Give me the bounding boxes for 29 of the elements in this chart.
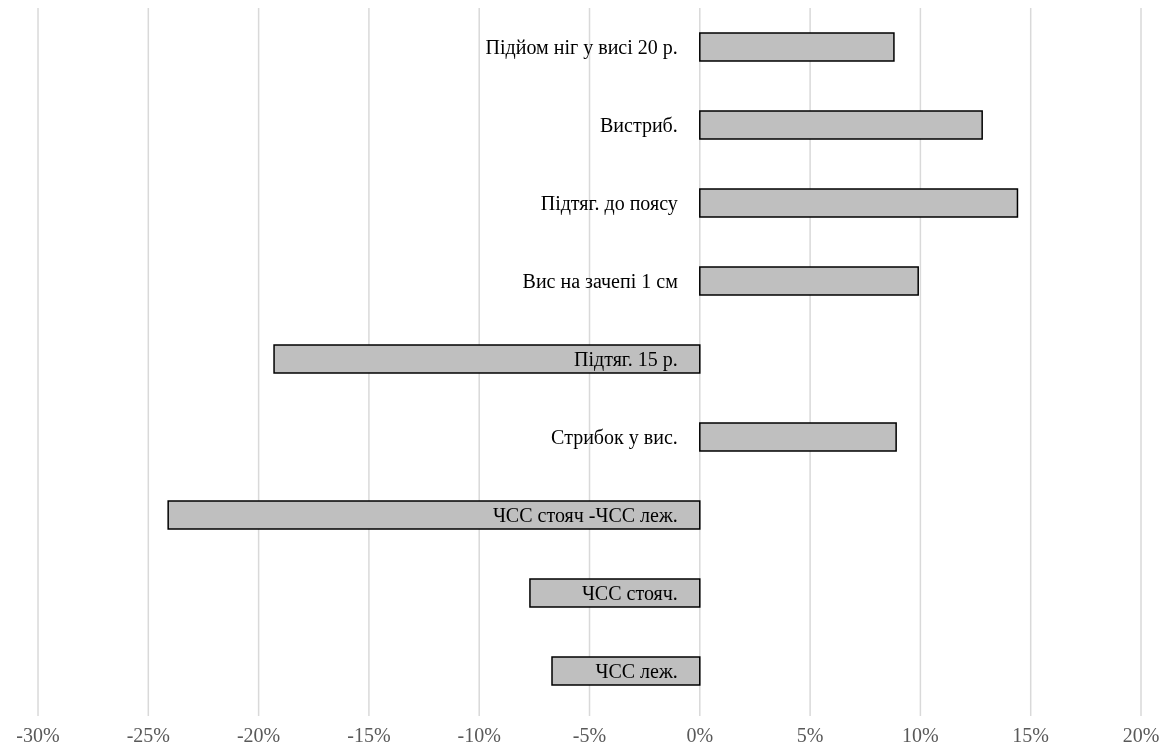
y-tick-label: ЧСС леж. xyxy=(595,660,678,682)
x-tick-label: -25% xyxy=(126,724,170,747)
x-tick-label: 10% xyxy=(902,724,939,747)
y-tick-label: Підтяг. до поясу xyxy=(540,192,678,215)
bar xyxy=(551,656,701,686)
y-tick-label: Підтяг. 15 р. xyxy=(573,348,678,371)
bar xyxy=(529,578,701,608)
bar xyxy=(699,422,897,452)
x-tick-label: -5% xyxy=(572,724,607,747)
y-tick-label: Вис на зачепі 1 см xyxy=(522,270,679,292)
x-tick-label: 20% xyxy=(1122,724,1160,747)
y-tick-label: Підйом ніг у висі 20 р. xyxy=(485,36,678,59)
y-tick-label: ЧСС стояч -ЧСС леж. xyxy=(492,504,678,526)
bar xyxy=(699,266,919,296)
bar xyxy=(699,32,895,62)
x-tick-label: -30% xyxy=(16,724,60,747)
x-tick-label: 0% xyxy=(686,724,714,747)
bar xyxy=(699,188,1019,218)
x-tick-label: 15% xyxy=(1012,724,1050,747)
x-tick-label: -10% xyxy=(457,724,501,747)
y-tick-label: Вистриб. xyxy=(600,114,678,137)
y-tick-label: Стрибок у вис. xyxy=(551,426,678,449)
bar xyxy=(273,344,701,374)
bar xyxy=(699,110,983,140)
x-tick-label: -15% xyxy=(347,724,391,747)
x-tick-label: -20% xyxy=(236,724,281,747)
bar xyxy=(167,500,701,530)
x-tick-label: 5% xyxy=(796,724,824,747)
y-tick-label: ЧСС стояч. xyxy=(581,582,678,604)
